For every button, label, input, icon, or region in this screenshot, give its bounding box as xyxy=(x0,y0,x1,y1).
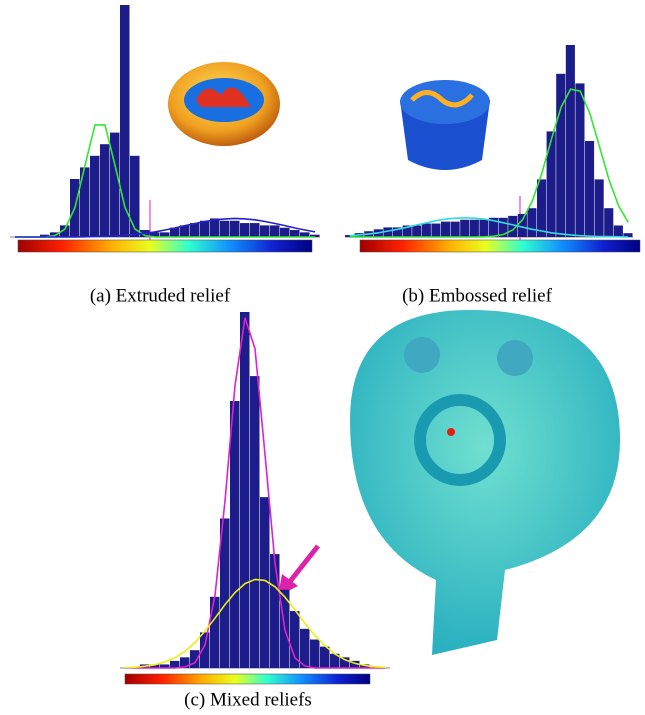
bar xyxy=(537,179,546,237)
bar xyxy=(120,5,130,237)
bar xyxy=(566,45,575,237)
bar xyxy=(575,83,584,237)
bar xyxy=(230,221,240,237)
bar xyxy=(210,218,220,237)
colorbar xyxy=(125,674,370,684)
bar xyxy=(250,223,260,237)
caption: (a) Extruded relief xyxy=(90,285,231,306)
colorbar xyxy=(18,240,312,252)
figure: (a) Extruded relief (b) Embossed relief (c… xyxy=(0,0,645,715)
bar xyxy=(518,214,527,237)
bar xyxy=(470,220,479,237)
bar xyxy=(270,554,280,668)
bar xyxy=(451,222,460,237)
bar xyxy=(280,228,290,237)
bar xyxy=(190,223,200,237)
bar xyxy=(230,401,240,668)
bar xyxy=(412,225,421,237)
render-b xyxy=(400,80,490,170)
bar xyxy=(130,156,140,237)
bar xyxy=(431,224,440,237)
bar xyxy=(595,179,604,237)
bar xyxy=(260,225,270,237)
bar xyxy=(190,650,200,668)
bar xyxy=(604,208,613,237)
bar xyxy=(460,220,469,237)
render-a xyxy=(168,62,280,146)
bar xyxy=(290,230,300,237)
bar xyxy=(310,640,320,668)
bar xyxy=(220,221,230,237)
bar xyxy=(250,376,260,668)
bar xyxy=(200,221,210,237)
caption: (c) Mixed reliefs xyxy=(184,689,312,710)
bar xyxy=(441,222,450,237)
bar xyxy=(585,141,594,237)
bar xyxy=(479,220,488,237)
colorbar xyxy=(360,240,640,252)
fit-curve xyxy=(15,125,315,237)
bar xyxy=(556,74,565,237)
bar xyxy=(100,144,110,237)
bar xyxy=(240,312,250,668)
caption: (b) Embossed relief xyxy=(402,285,553,306)
bar xyxy=(547,131,556,237)
bar xyxy=(320,647,330,668)
bar xyxy=(270,225,280,237)
arrow-c xyxy=(278,546,318,596)
bar xyxy=(240,223,250,237)
bar xyxy=(210,597,220,668)
render-c xyxy=(350,310,620,655)
bar xyxy=(614,225,623,237)
bar xyxy=(527,208,536,237)
bar xyxy=(422,224,431,237)
bar xyxy=(90,156,100,237)
